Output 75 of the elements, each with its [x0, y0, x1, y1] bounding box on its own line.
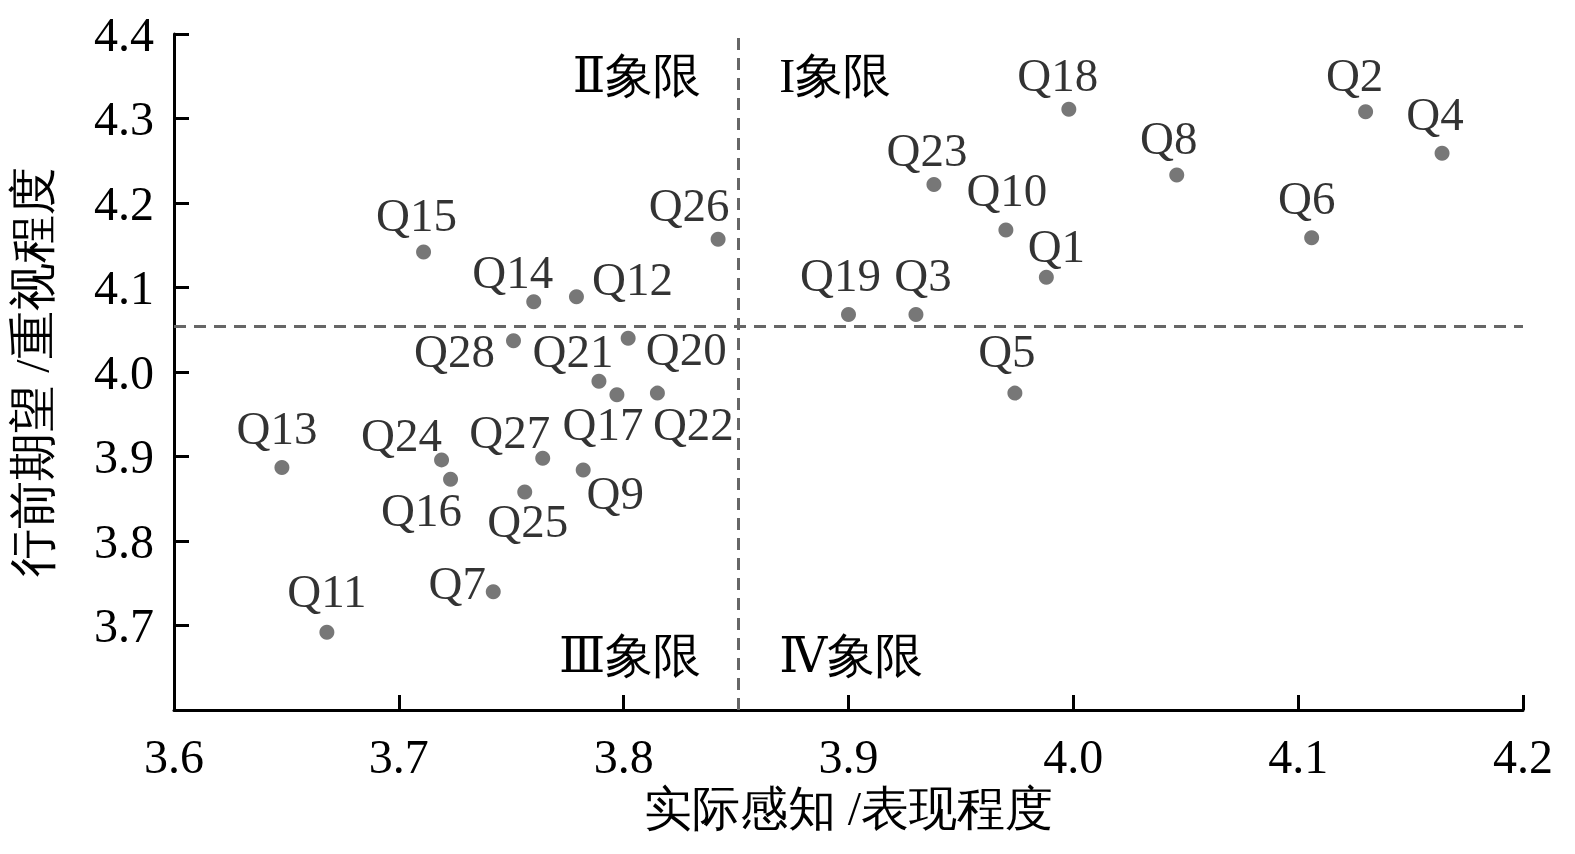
point — [274, 459, 290, 475]
point — [1434, 145, 1450, 161]
point — [908, 307, 924, 323]
series-label: Q15 — [376, 189, 458, 242]
point — [1061, 101, 1077, 117]
annotation: Ⅱ象限 — [572, 48, 702, 102]
x-tick-label: 3.7 — [368, 729, 429, 783]
y-tick-label: 3.8 — [94, 514, 154, 568]
series-label: Q22 — [652, 398, 734, 451]
point — [506, 333, 521, 349]
point — [649, 385, 665, 401]
series-label: Q12 — [591, 252, 673, 305]
series-label: Q20 — [645, 323, 727, 376]
annotation: Ⅳ象限 — [779, 628, 924, 682]
point — [526, 294, 542, 310]
series-label: Q7 — [428, 556, 486, 609]
point — [620, 330, 636, 346]
point — [841, 307, 856, 323]
point — [517, 484, 533, 500]
series-label: Q6 — [1277, 171, 1336, 224]
annotation: Ⅲ象限 — [559, 628, 702, 682]
annotation: I象限 — [779, 48, 892, 102]
point — [568, 289, 584, 305]
series-label: Q14 — [472, 245, 554, 298]
y-tick-label: 4.0 — [94, 345, 154, 399]
y-tick-label: 4.3 — [94, 92, 154, 145]
x-tick-label: 3.9 — [818, 729, 879, 783]
point — [1038, 269, 1054, 285]
series-label: Q25 — [487, 494, 569, 547]
point — [710, 231, 726, 247]
point — [1304, 230, 1320, 246]
x-tick-label: 4.2 — [1493, 729, 1553, 783]
series-label: Q2 — [1325, 48, 1384, 101]
point — [1169, 167, 1185, 183]
point — [575, 462, 591, 478]
series-label: Q23 — [886, 124, 968, 177]
series-label: Q1 — [1027, 220, 1086, 273]
series-label: Q18 — [1017, 49, 1099, 102]
series-label: Q11 — [287, 565, 367, 618]
series-label: Q16 — [381, 484, 463, 537]
series-label: Q21 — [532, 325, 614, 378]
series-label: Q4 — [1406, 88, 1464, 141]
series-label: Q26 — [648, 179, 730, 232]
point — [998, 222, 1014, 238]
x-tick-label: 3.8 — [593, 729, 654, 783]
x-tick-label: 4.0 — [1043, 729, 1104, 783]
point — [1358, 104, 1374, 120]
series-label: Q13 — [236, 402, 318, 455]
series-label: Q17 — [562, 397, 644, 450]
y-tick-label: 4.4 — [94, 7, 154, 61]
point — [591, 373, 607, 389]
x-axis-title: 实际感知 /表现程度 — [643, 782, 1054, 836]
y-tick-label: 4.2 — [94, 176, 154, 230]
point — [319, 624, 335, 640]
series-label: Q5 — [978, 325, 1036, 378]
x-tick-label: 4.1 — [1268, 729, 1329, 783]
y-tick-label: 3.7 — [94, 599, 154, 652]
y-tick-label: 3.9 — [94, 430, 154, 483]
series-label: Q8 — [1140, 112, 1198, 165]
point — [609, 387, 625, 403]
series-label: Q9 — [586, 467, 644, 520]
point — [416, 244, 432, 260]
series-label: Q28 — [414, 324, 495, 377]
point — [926, 176, 942, 192]
series-label: Q19 — [800, 248, 881, 301]
series-label: Q3 — [894, 248, 952, 301]
series-label: Q10 — [966, 164, 1048, 217]
y-axis-title: 行前期望 /重视程度 — [5, 167, 59, 577]
x-tick-label: 3.6 — [144, 729, 204, 783]
series-label: Q27 — [469, 406, 551, 459]
y-tick-label: 4.1 — [94, 261, 154, 314]
point — [1007, 385, 1023, 401]
series-label: Q24 — [361, 408, 443, 461]
point — [485, 584, 501, 600]
point — [443, 471, 459, 487]
